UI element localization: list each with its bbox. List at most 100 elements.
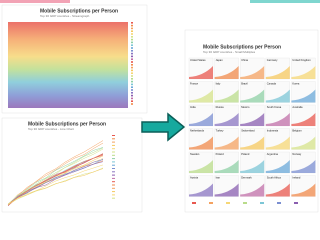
series-line [7,147,104,206]
series-line [7,164,104,205]
panel-label: China [241,58,248,62]
panel-area [265,89,290,103]
panel-label: Denmark [241,176,252,180]
legend-swatch [131,78,133,80]
composite: Mobile Subscriptions per Person Top 30 G… [0,0,320,213]
panel-label: Mexico [241,105,250,109]
card [1,117,143,213]
small-multiples-card: Mobile Subscriptions per Person Top 30 G… [184,29,319,213]
legend-swatch [131,75,133,77]
panel-label: Korea [292,82,299,86]
panel-area [189,136,213,150]
legend-swatch [112,191,115,193]
legend-swatch [112,164,115,166]
panel-label: Iran [216,176,221,180]
page: Mobile Subscriptions per Person Top 30 G… [0,0,320,214]
legend-swatch [112,187,115,189]
panel-label: Switzerland [241,129,255,133]
legend-swatch [277,202,281,204]
panel-area [265,136,290,150]
legend-swatch [226,202,230,204]
panel-area [265,160,290,173]
panel-area [265,66,290,79]
streamgraph-card: Mobile Subscriptions per Person Top 30 G… [1,4,148,114]
legend-swatch [131,92,133,94]
series-line [7,168,104,206]
subtitle: Top 30 GDP countries - Streamgraph [40,14,90,18]
panel-area [240,160,265,173]
panel-area [240,89,265,103]
legend-swatch [243,202,247,204]
panel-label: Germany [267,58,278,62]
legend-swatch [112,135,115,136]
legend-swatch [112,177,115,179]
panel-label: Italy [216,82,221,86]
legend-swatch [131,80,133,83]
legend-swatch [112,161,115,163]
panel-label: United States [190,58,206,62]
subtitle: Top 30 GDP countries - Line Chart [28,127,74,131]
panel-area [214,136,239,150]
panel-label: France [190,82,199,86]
panel-label: India [190,105,196,109]
title: Mobile Subscriptions per Person [28,121,106,127]
panel-label: Turkey [216,129,225,133]
panel-area [291,136,316,150]
lines [7,135,115,207]
deco-strip [250,0,320,3]
panel-area [291,113,316,126]
legend-swatch [131,47,133,49]
legend-swatch [192,202,196,204]
panel-label: Norway [292,152,301,156]
series-line [7,153,104,205]
stream-area [8,22,128,108]
legend-swatch [131,83,133,86]
panel-area [189,66,213,79]
panel-area [240,66,265,79]
legend [131,22,133,105]
legend-swatch [131,24,133,27]
legend-swatch [131,94,133,97]
panel-label: Poland [241,152,250,156]
legend-swatch [112,148,115,150]
panel-label: Netherlands [190,129,205,133]
arrow [141,112,186,142]
legend-swatch [131,100,133,102]
panel-area [214,160,239,173]
panel-label: Argentina [267,152,279,156]
panel-label: Poland [216,152,225,156]
panel-area [189,89,213,103]
series-line [7,167,104,205]
panel-area [265,183,290,197]
panel-area [240,183,265,197]
deco-strip [0,0,70,3]
legend-swatch [260,202,264,204]
panel-area [214,66,239,79]
legend-swatch [131,69,133,72]
legend-swatch [131,72,133,74]
legend-swatch [112,184,115,186]
legend-swatch [112,138,115,140]
panel-area [291,66,316,79]
legend-swatch [112,171,115,173]
legend-swatch [112,144,115,146]
panel-area [240,136,265,150]
panel-label: Belgium [292,129,301,133]
panel-area [291,160,316,173]
legend-swatch [112,194,115,196]
legend-swatch [112,197,115,199]
legend-swatch [112,158,115,160]
panel-grid: United States Japan China Germany United Kin… [188,57,316,204]
legend-swatch [131,33,133,35]
legend-swatch [131,22,133,24]
panel-label: Austria [190,176,199,180]
panel-label: Canada [267,82,277,86]
legend-swatch [131,52,133,55]
panel-label: Ireland [292,176,300,180]
series-line [7,148,104,205]
legend-swatch [112,168,115,169]
legend-swatch [294,202,298,204]
panel-area [291,183,316,197]
legend-swatch [112,181,115,183]
legend-swatch [131,89,133,91]
